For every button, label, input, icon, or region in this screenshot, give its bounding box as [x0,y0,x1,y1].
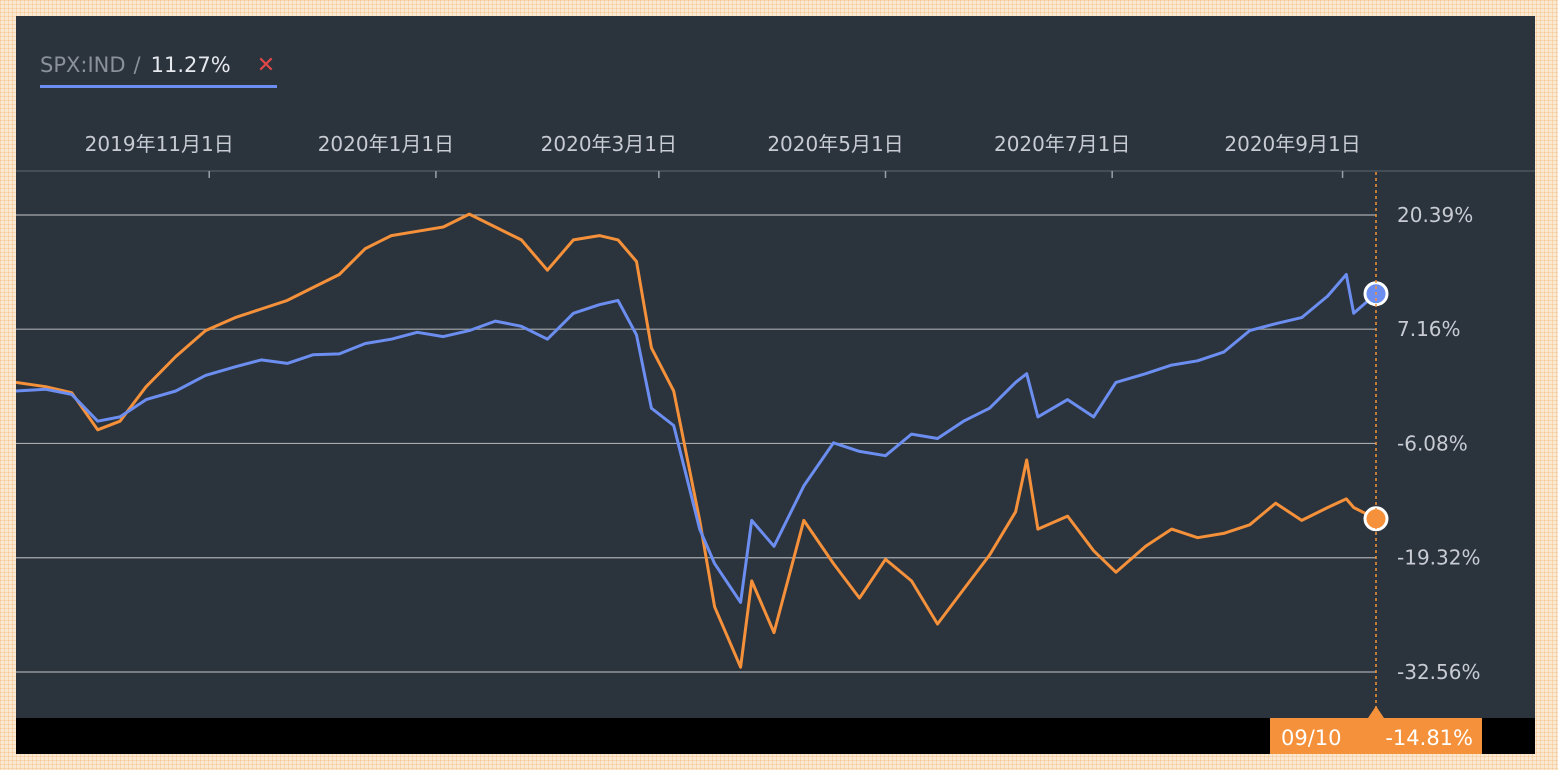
x-tick-label: 2020年1月1日 [318,132,454,156]
close-x-icon[interactable]: ✕ [256,52,276,78]
legend-separator: / [133,53,141,77]
y-tick-label: -6.08% [1397,431,1468,455]
crosshair-readout-box [1270,718,1482,754]
x-tick-label: 2020年5月1日 [767,132,903,156]
crosshair-pointer [1368,706,1384,718]
x-tick-label: 2019年11月1日 [85,132,234,156]
y-tick-label: -19.32% [1397,546,1480,570]
crosshair-date: 09/10 [1281,726,1342,750]
legend-value: 11.27% [150,53,231,77]
comparison-end-marker[interactable] [1363,506,1389,532]
x-tick-label: 2020年3月1日 [541,132,677,156]
y-tick-label: 20.39% [1397,203,1473,227]
y-tick-label: 7.16% [1397,317,1461,341]
crosshair-value: -14.81% [1385,726,1473,750]
spx-series-line [15,273,1377,604]
legend-item-spx[interactable]: SPX:IND / 11.27% ✕ [40,45,278,88]
comparison-series-line [15,212,1377,669]
y-tick-label: -32.56% [1397,660,1480,684]
legend-symbol: SPX:IND [40,53,126,77]
x-tick-label: 2020年7月1日 [994,132,1130,156]
x-tick-label: 2020年9月1日 [1224,132,1360,156]
